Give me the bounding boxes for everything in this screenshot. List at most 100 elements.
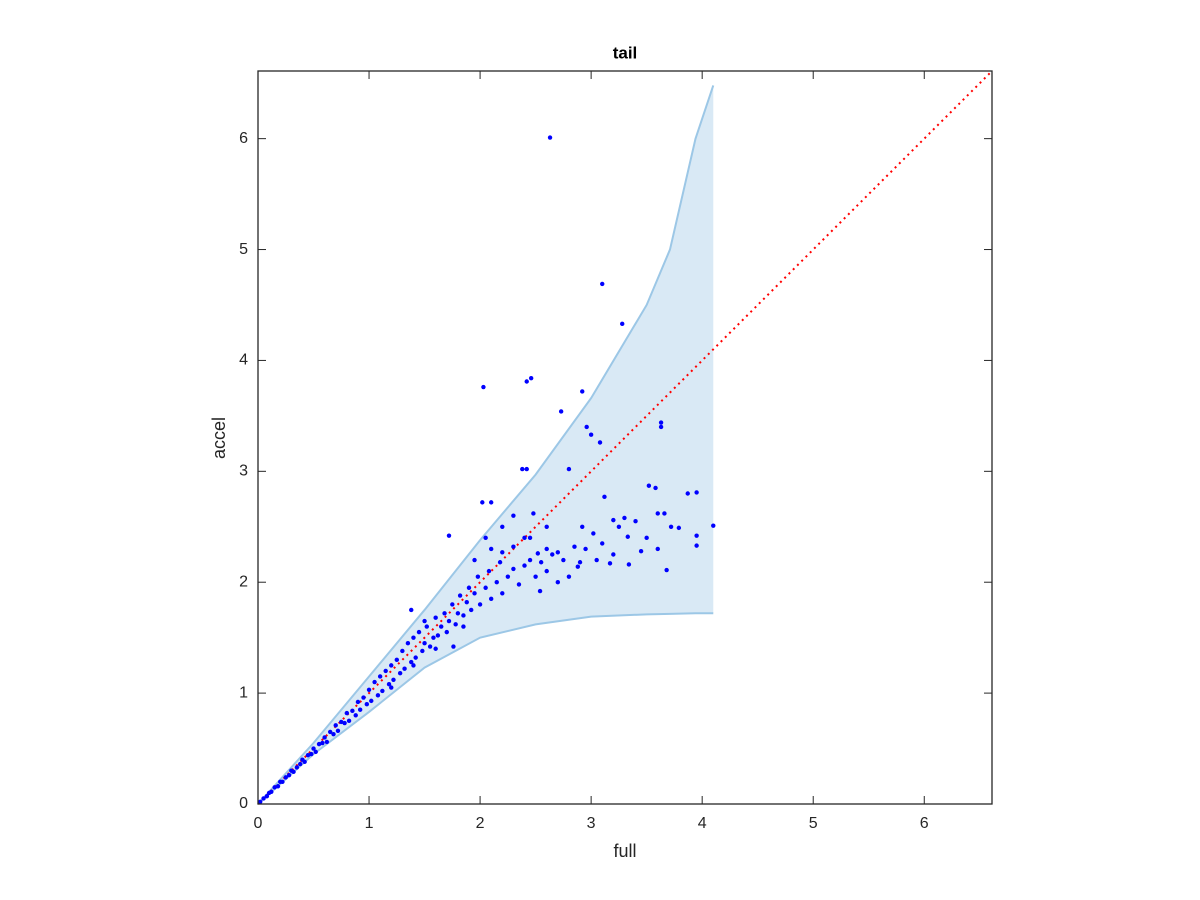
- point: [522, 563, 527, 568]
- point: [461, 624, 466, 629]
- point: [600, 541, 605, 546]
- point: [272, 785, 277, 790]
- point: [461, 613, 466, 618]
- point: [653, 485, 658, 491]
- point: [658, 420, 664, 425]
- point: [658, 424, 664, 430]
- point: [655, 511, 660, 516]
- point: [575, 564, 581, 569]
- x-tick-label: 3: [587, 815, 596, 832]
- point: [364, 701, 370, 707]
- point: [566, 574, 572, 579]
- point: [638, 548, 644, 554]
- point: [339, 719, 344, 725]
- point: [694, 490, 699, 495]
- x-tick-label: 1: [365, 815, 374, 832]
- point: [472, 557, 477, 563]
- point: [524, 466, 529, 472]
- point: [442, 611, 447, 616]
- point: [602, 494, 607, 500]
- point: [544, 568, 549, 574]
- point: [375, 693, 381, 698]
- point: [544, 546, 549, 552]
- point: [538, 560, 544, 565]
- y-tick-label: 1: [239, 684, 248, 701]
- point: [405, 641, 411, 646]
- point: [694, 543, 699, 548]
- point: [527, 535, 533, 541]
- point: [389, 663, 394, 668]
- point: [480, 500, 485, 505]
- point: [397, 670, 403, 676]
- point: [450, 602, 455, 607]
- point: [572, 544, 577, 549]
- point: [583, 546, 588, 552]
- y-tick-label: 3: [239, 463, 248, 480]
- point: [547, 135, 553, 140]
- point: [584, 424, 589, 430]
- point: [366, 687, 372, 692]
- point: [594, 557, 599, 563]
- point: [625, 534, 630, 539]
- point: [302, 759, 307, 765]
- point: [488, 500, 494, 505]
- point: [446, 618, 452, 624]
- point: [309, 751, 314, 757]
- point: [291, 769, 296, 775]
- point: [294, 765, 300, 770]
- point: [550, 552, 555, 557]
- point: [535, 551, 541, 556]
- point: [516, 582, 522, 587]
- point: [528, 375, 534, 381]
- point: [311, 746, 316, 751]
- x-axis-label: full: [613, 841, 636, 861]
- point: [477, 602, 483, 607]
- point: [464, 599, 469, 605]
- x-tick-label: 5: [809, 815, 818, 832]
- point: [316, 741, 322, 747]
- point: [411, 663, 416, 668]
- x-tick-label: 4: [698, 815, 707, 832]
- x-tick-label: 0: [254, 815, 263, 832]
- point: [350, 708, 355, 714]
- point: [402, 666, 407, 671]
- point: [711, 523, 716, 528]
- point: [475, 574, 481, 579]
- point: [286, 772, 292, 778]
- point: [357, 707, 363, 712]
- point: [297, 761, 303, 767]
- point: [335, 728, 341, 734]
- point: [544, 524, 549, 529]
- point: [322, 735, 327, 740]
- x-tick-label: 2: [476, 815, 485, 832]
- y-axis-label: accel: [209, 417, 229, 459]
- band-lower-line: [257, 612, 714, 805]
- point: [261, 796, 266, 801]
- point: [422, 618, 427, 624]
- point: [455, 611, 461, 616]
- point: [331, 731, 336, 737]
- point: [431, 635, 436, 640]
- point: [500, 591, 505, 596]
- point: [497, 560, 503, 565]
- point: [555, 550, 561, 555]
- point: [520, 466, 525, 472]
- point: [361, 695, 366, 700]
- point: [324, 739, 330, 745]
- point: [420, 648, 425, 654]
- point: [435, 633, 441, 638]
- point: [616, 524, 622, 529]
- point: [488, 546, 494, 552]
- band-upper-line: [257, 85, 715, 805]
- point: [607, 561, 613, 566]
- point: [566, 466, 572, 472]
- point: [555, 580, 561, 585]
- point: [372, 679, 377, 685]
- point: [344, 710, 350, 716]
- point: [469, 607, 474, 613]
- point: [511, 513, 516, 518]
- point: [685, 491, 690, 496]
- point: [446, 533, 452, 538]
- point: [505, 574, 511, 579]
- point: [411, 635, 416, 640]
